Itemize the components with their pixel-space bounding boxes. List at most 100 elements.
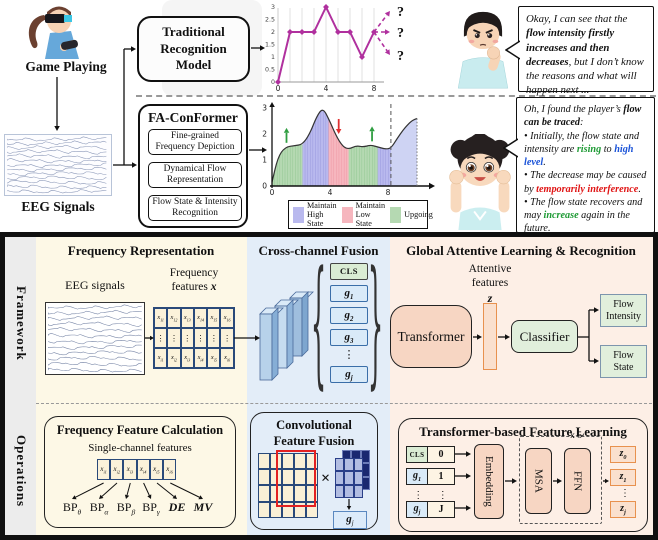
frequency-representation-title: Frequency Representation <box>67 243 215 258</box>
eeg-wave <box>7 140 107 146</box>
boy1-fringe <box>466 17 500 29</box>
legend-swatch-upgoing <box>390 206 402 223</box>
fa-item-frequency-depiction: Fine-grained Frequency Depiction <box>148 129 242 155</box>
eeg-wave <box>48 367 142 373</box>
eeg-signals-sublabel: EEG signals <box>65 278 125 292</box>
boy2-arm-right <box>498 181 510 213</box>
math-var: xi3 <box>184 353 191 363</box>
frequency-features-label: Frequency features x <box>158 266 230 295</box>
attentive-column-bg <box>390 237 653 535</box>
math-var: x16 <box>223 313 231 323</box>
legend-item: Upgoing <box>390 206 433 223</box>
math-var: x11 <box>157 313 164 323</box>
z-output-box: zj <box>610 501 636 518</box>
boy2-brow-right <box>484 156 494 160</box>
kernel-cell <box>335 471 345 485</box>
math-var: xi2 <box>170 353 177 363</box>
kernel-cell <box>335 458 345 472</box>
grid-cell <box>294 469 306 486</box>
matrix-cell: x12 <box>167 308 181 328</box>
conv-feature-fusion-box: Convolutional Feature Fusion <box>250 412 378 530</box>
region-forecast <box>390 118 417 186</box>
player-ponytail <box>28 15 48 49</box>
legend-swatch-high <box>293 206 304 223</box>
eeg-wave <box>48 327 142 333</box>
grid-cell <box>294 453 306 470</box>
bubble-segment: increase <box>543 210 579 221</box>
attentive-line2: features <box>471 277 509 290</box>
kernel-cell <box>344 471 354 485</box>
eeg-wave <box>7 189 107 194</box>
math-var: xi1 <box>157 353 164 363</box>
gj-base: g <box>346 512 352 525</box>
output-dots: ⋮ <box>620 488 630 499</box>
top-row-separator <box>136 95 656 97</box>
eeg-wave <box>7 136 107 142</box>
grid-cell <box>258 469 270 486</box>
boy2-brow-left <box>466 156 476 160</box>
conv-title-line1: Convolutional <box>276 418 352 432</box>
single-channel-cell: xi5 <box>149 459 163 480</box>
framework-row-label: Framework <box>14 285 29 361</box>
eeg-wave <box>48 315 142 321</box>
math-var: g1 <box>344 287 354 302</box>
features-line1: Frequency <box>169 267 219 279</box>
player-hair <box>47 6 71 17</box>
eeg-wave <box>48 362 142 367</box>
position-cell: 0 <box>428 446 455 463</box>
matrix-cell: x13 <box>180 308 194 328</box>
legend-label: Maintain High State <box>307 200 337 229</box>
kernel-cell <box>353 484 363 498</box>
math-var: xi6 <box>224 353 231 363</box>
eeg-wave <box>7 175 107 180</box>
attentive-line1: Attentive <box>468 263 512 275</box>
math-var: xi2 <box>113 464 121 475</box>
region-hatch <box>377 147 391 186</box>
framework-eeg-image <box>45 302 145 375</box>
matrix-cell: xi4 <box>193 348 208 368</box>
matrix-dots-cell: ⋮ <box>207 328 221 348</box>
flow-intensity-box: Flow Intensity <box>600 294 647 327</box>
traditional-line2: Recognition <box>160 40 227 56</box>
fa-item3-label: Flow State & Intensity Recognition <box>152 197 237 220</box>
y-tick-label: 2 <box>271 29 275 36</box>
math-var: gj <box>413 503 421 516</box>
single-channel-cell: xi2 <box>110 459 124 480</box>
question-mark: ? <box>397 5 404 20</box>
bubble-segment: • The flow state recovers and may <box>524 196 643 221</box>
fa-item1-line2: Frequency Depiction <box>155 142 235 152</box>
gj-sub: j <box>351 520 354 528</box>
x-tick-label: 4 <box>324 84 329 93</box>
global-attentive-title: Global Attentive Learning & Recognition <box>406 243 636 258</box>
frequency-feature-calc-title: Frequency Feature Calculation <box>56 423 224 437</box>
math-var: z0 <box>619 448 627 461</box>
classifier-box: Classifier <box>511 320 578 353</box>
bubble-segment: to <box>601 143 615 155</box>
game-player-illustration <box>28 6 79 59</box>
boy2-face <box>460 152 500 186</box>
matrix-dots-cell: ⋮ <box>167 328 181 348</box>
boy1-blush-right <box>492 39 499 44</box>
boy1-brow-right <box>485 29 493 34</box>
data-marker <box>335 29 341 35</box>
math-var: g1 <box>412 470 422 483</box>
thinking-boy-illustration <box>457 11 509 89</box>
kernel-cell <box>344 484 354 498</box>
matrix-cell: x16 <box>220 308 234 328</box>
kernel-cell <box>360 450 370 464</box>
feature-output-label: BPθ <box>62 500 82 517</box>
legend-item: Maintain High State <box>293 201 337 229</box>
eeg-wave <box>48 350 142 356</box>
traditional-model-label: Traditional Recognition Model <box>160 24 226 75</box>
boy1-brow-left <box>473 29 481 34</box>
brace-left-glyph: { <box>311 244 327 406</box>
position-cell: 1 <box>428 468 455 485</box>
feature-output-label: BPγ <box>142 500 160 517</box>
msa-box: MSA <box>525 448 552 514</box>
math-var: xi5 <box>210 353 217 363</box>
flow-intensity-label: Flow Intensity <box>606 299 641 323</box>
y-tick-label: 2 <box>262 130 267 139</box>
features-var-x: x <box>210 281 217 294</box>
traditional-line1: Traditional <box>162 23 225 39</box>
token-brace-left: { <box>311 245 327 406</box>
